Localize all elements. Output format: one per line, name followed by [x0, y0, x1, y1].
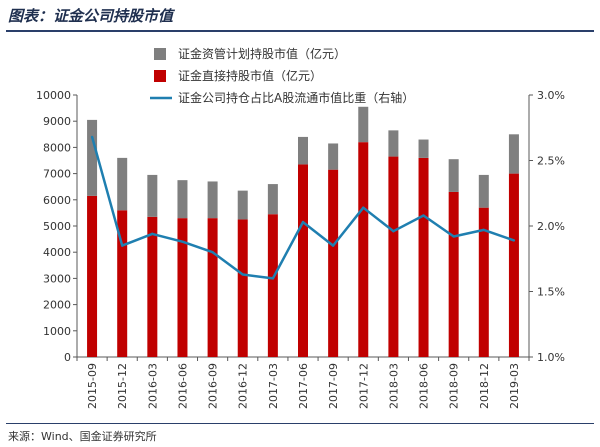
bar-asset-mgmt-plan: [418, 139, 429, 158]
legend-label: 证金资管计划持股市值（亿元）: [178, 46, 346, 61]
right-tick-label: 1.5%: [537, 286, 565, 299]
ratio-point: [331, 244, 335, 247]
bar-direct-holding: [328, 169, 339, 357]
left-tick-label: 7000: [43, 168, 71, 181]
ratio-point: [271, 277, 275, 280]
figure-title: 图表：证金公司持股市值: [8, 7, 174, 25]
x-tick-label: 2018-09: [448, 363, 461, 409]
bar-asset-mgmt-plan: [448, 159, 459, 192]
left-tick-label: 5000: [43, 220, 71, 233]
bar-direct-holding: [448, 191, 459, 357]
bar-direct-holding: [478, 207, 489, 357]
bar-direct-holding: [267, 214, 278, 357]
ratio-point: [151, 232, 154, 236]
bar-direct-holding: [237, 219, 248, 357]
bar-direct-holding: [207, 218, 218, 357]
ratio-point: [211, 251, 214, 254]
bar-asset-mgmt-plan: [328, 143, 339, 170]
x-tick-label: 2016-12: [237, 363, 250, 409]
bar-asset-mgmt-plan: [508, 134, 519, 174]
legend-label: 证金公司持仓占比A股流通市值比重（右轴）: [178, 90, 414, 105]
bar-asset-mgmt-plan: [267, 184, 278, 215]
x-tick-label: 2017-03: [267, 363, 280, 409]
legend: 证金资管计划持股市值（亿元） 证金直接持股市值（亿元） 证金公司持仓占比A股流通市值…: [150, 46, 414, 105]
bar-direct-holding: [117, 210, 128, 357]
left-tick-label: 6000: [43, 194, 71, 207]
bottom-divider: [6, 423, 594, 424]
x-tick-label: 2015-09: [86, 363, 99, 409]
left-tick-label: 8000: [43, 141, 71, 154]
ratio-point: [422, 214, 425, 217]
left-tick-label: 1000: [43, 325, 71, 338]
bar-direct-holding: [508, 173, 519, 357]
stacked-bar-line-chart: 0 1000 2000 3000 4000 5000 6000 7000 8000 9000 100…: [36, 46, 565, 409]
bar-asset-mgmt-plan: [177, 180, 188, 219]
right-axis-ticks: 1.0% 1.5% 2.0% 2.5% 3.0%: [529, 89, 565, 364]
bar-asset-mgmt-plan: [298, 136, 308, 165]
legend-swatch: [154, 48, 166, 60]
ratio-point: [482, 228, 485, 232]
bar-asset-mgmt-plan: [358, 106, 369, 143]
x-tick-label: 2017-09: [327, 363, 340, 409]
right-tick-label: 1.0%: [537, 351, 565, 364]
bar-asset-mgmt-plan: [207, 181, 218, 219]
bar-asset-mgmt-plan: [117, 157, 128, 211]
x-tick-label: 2017-06: [297, 363, 310, 409]
bar-asset-mgmt-plan: [237, 190, 248, 220]
right-tick-label: 2.5%: [537, 155, 565, 168]
bar-direct-holding: [298, 164, 308, 357]
bar-asset-mgmt-plan: [478, 174, 489, 208]
bar-direct-holding: [147, 216, 158, 357]
ratio-point: [452, 235, 455, 238]
x-tick-label: 2019-03: [508, 363, 521, 409]
legend-label: 证金直接持股市值（亿元）: [178, 68, 322, 83]
x-tick-label: 2016-03: [146, 363, 159, 409]
left-tick-label: 2000: [43, 299, 71, 312]
source-note: 来源：Wind、国金证券研究所: [8, 430, 157, 443]
x-tick-label: 2017-12: [357, 363, 370, 409]
bar-direct-holding: [418, 157, 429, 357]
ratio-point: [241, 273, 244, 276]
bar-direct-holding: [87, 195, 98, 357]
title-divider: [6, 30, 594, 32]
ratio-line-layer: [90, 135, 516, 280]
left-tick-label: 0: [64, 351, 71, 364]
bar-asset-mgmt-plan: [147, 174, 158, 217]
right-tick-label: 2.0%: [537, 220, 565, 233]
x-tick-label: 2016-09: [207, 363, 220, 409]
x-axis-labels: 2015-09 2015-12 2016-03 2016-06 2016-09 2016-…: [76, 357, 530, 409]
left-tick-label: 4000: [43, 246, 71, 259]
x-tick-label: 2015-12: [116, 363, 129, 409]
bars: [87, 106, 519, 357]
ratio-point: [181, 240, 184, 243]
right-tick-label: 3.0%: [537, 89, 565, 102]
left-tick-label: 3000: [43, 272, 71, 285]
ratio-point: [90, 135, 94, 139]
bar-direct-holding: [177, 218, 188, 357]
left-axis-ticks: 0 1000 2000 3000 4000 5000 6000 7000 8000 9000 100…: [36, 89, 77, 364]
x-tick-label: 2016-06: [176, 363, 189, 409]
x-tick-label: 2018-06: [418, 363, 431, 409]
ratio-point: [392, 230, 395, 233]
legend-swatch: [154, 70, 166, 82]
bar-asset-mgmt-plan: [87, 119, 98, 196]
ratio-point: [512, 239, 516, 242]
bar-direct-holding: [388, 156, 399, 357]
x-tick-label: 2018-03: [387, 363, 400, 409]
x-tick-label: 2018-12: [478, 363, 491, 409]
ratio-point: [121, 244, 124, 247]
left-tick-label: 9000: [43, 115, 71, 128]
ratio-point: [362, 206, 365, 209]
bar-direct-holding: [358, 142, 369, 357]
bar-asset-mgmt-plan: [388, 130, 399, 157]
left-tick-label: 10000: [36, 89, 71, 102]
ratio-point: [301, 220, 305, 224]
